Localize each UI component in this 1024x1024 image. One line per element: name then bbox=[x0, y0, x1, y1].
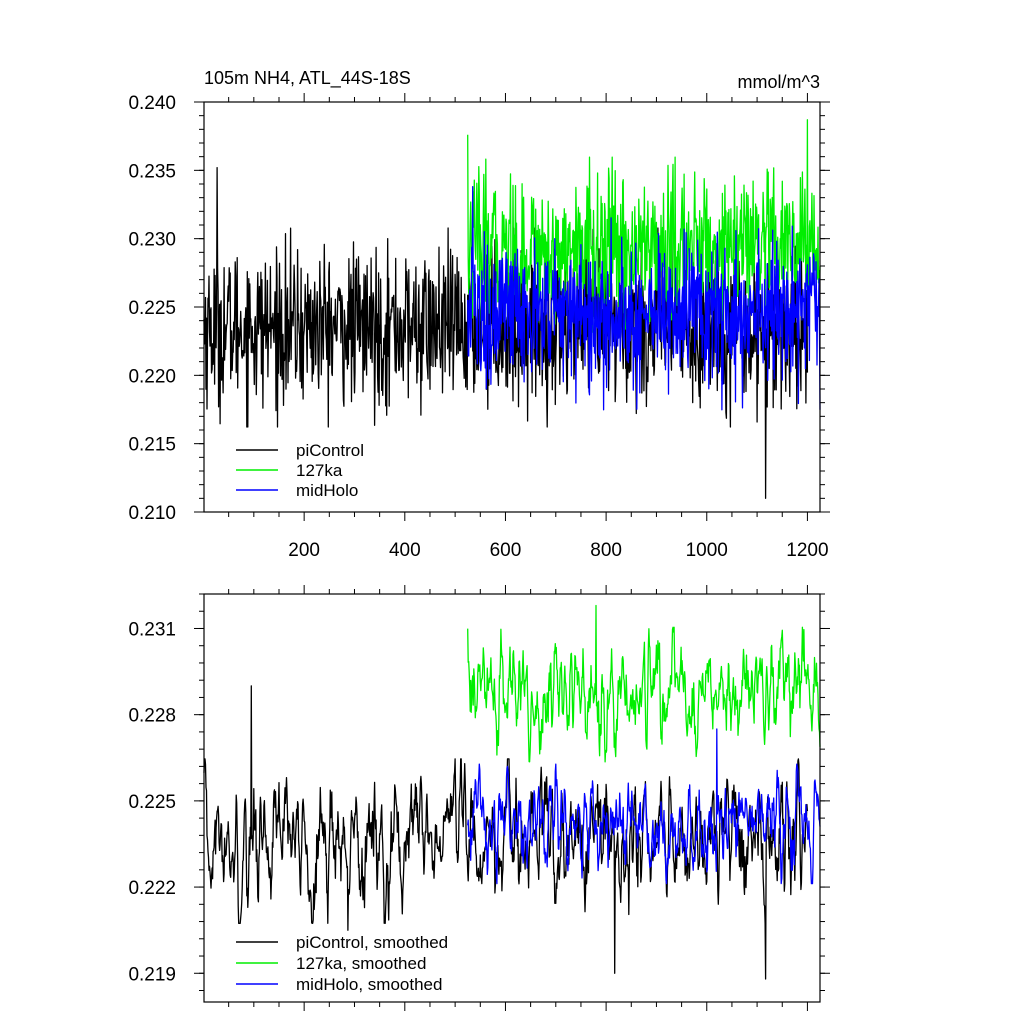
x-tick-label: 200 bbox=[288, 540, 320, 561]
y-tick-label: 0.210 bbox=[128, 503, 176, 524]
y-tick-label: 0.235 bbox=[128, 161, 176, 182]
x-tick-label: 400 bbox=[389, 540, 421, 561]
top-panel-title: 105m NH4, ATL_44S-18S bbox=[204, 68, 411, 89]
bottom-axis-layer: 0.219 0.222 0.225 0.228 0.231 bbox=[128, 585, 830, 1011]
y-tick-label: 0.231 bbox=[128, 619, 176, 640]
x-tick-label: 1200 bbox=[786, 540, 828, 561]
y-tick-label: 0.219 bbox=[128, 964, 176, 985]
x-tick-label: 1000 bbox=[686, 540, 728, 561]
bottom-series-layer bbox=[203, 604, 821, 980]
series-line-127ka bbox=[467, 119, 821, 343]
y-tick-label: 0.225 bbox=[128, 298, 176, 319]
plot-frame bbox=[203, 593, 821, 1003]
y-tick-label: 0.240 bbox=[128, 93, 176, 114]
y-tick-label: 0.220 bbox=[128, 366, 176, 387]
top-series-layer bbox=[203, 119, 821, 499]
series-line-127ka-smoothed bbox=[467, 604, 821, 763]
legend-label: piControl, smoothed bbox=[296, 933, 448, 952]
series-line-midholo bbox=[467, 186, 821, 411]
y-tick-label: 0.215 bbox=[128, 435, 176, 456]
y-tick-label: 0.225 bbox=[128, 792, 176, 813]
y-tick-label: 0.228 bbox=[128, 706, 176, 727]
top-panel-units: mmol/m^3 bbox=[738, 72, 820, 92]
legend-label: piControl bbox=[296, 441, 364, 460]
legend-label: midHolo bbox=[296, 481, 358, 500]
legend-label: midHolo, smoothed bbox=[296, 975, 442, 994]
series-line-midholo-smoothed bbox=[467, 728, 821, 885]
x-tick-label: 800 bbox=[590, 540, 622, 561]
bottom-panel: 0.219 0.222 0.225 0.228 0.231 piControl, smo… bbox=[128, 585, 830, 1011]
y-tick-label: 0.230 bbox=[128, 230, 176, 251]
top-axis-layer: 200 400 600 800 1000 1200 0.210 0.215 0.220 0.225… bbox=[128, 93, 830, 561]
y-tick-label: 0.222 bbox=[128, 878, 176, 899]
top-panel: 105m NH4, ATL_44S-18S mmol/m^3 200 400 600… bbox=[128, 68, 830, 561]
bottom-legend: piControl, smoothed 127ka, smoothed midHol… bbox=[236, 933, 448, 994]
legend-label: 127ka bbox=[296, 461, 343, 480]
x-tick-label: 600 bbox=[490, 540, 522, 561]
legend-label: 127ka, smoothed bbox=[296, 954, 426, 973]
